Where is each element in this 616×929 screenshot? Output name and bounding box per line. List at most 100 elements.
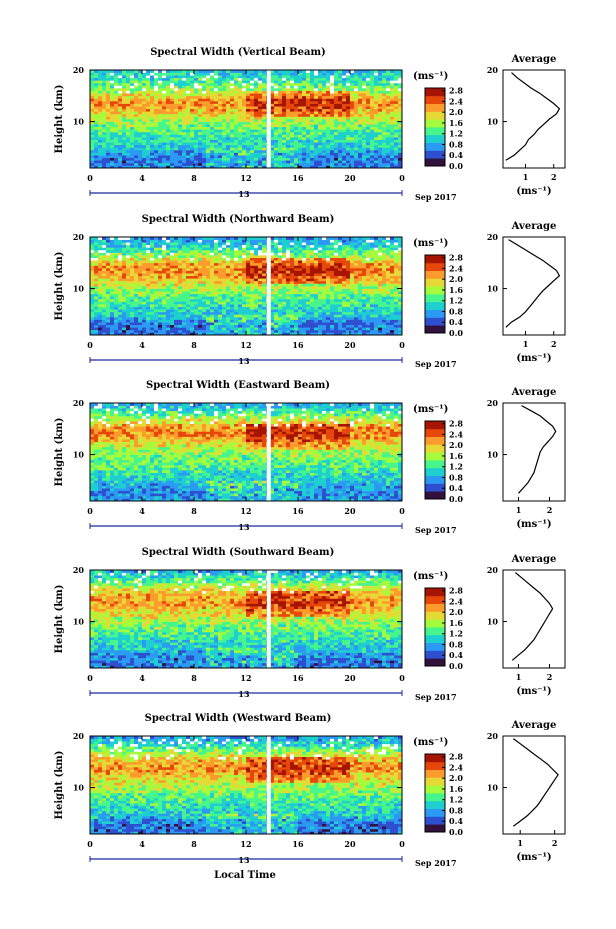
heatmap-cell: [146, 134, 151, 138]
heatmap-cell: [182, 275, 187, 279]
colorbar-step: [425, 158, 445, 162]
heatmap-cell: [314, 113, 319, 117]
heatmap-cell: [166, 137, 171, 140]
heatmap-cell: [346, 100, 351, 104]
heatmap-cell: [258, 275, 263, 279]
heatmap-cell: [90, 293, 95, 297]
heatmap-cell: [390, 116, 395, 120]
heatmap-cell: [182, 98, 187, 102]
panel-title: Spectral Width (Northward Beam): [142, 214, 335, 225]
heatmap-cell: [250, 72, 255, 76]
heatmap-cell: [202, 278, 207, 282]
heatmap-cell: [370, 126, 375, 130]
heatmap-cell: [170, 160, 175, 164]
heatmap-cell: [210, 121, 215, 125]
heatmap-cell: [226, 275, 231, 279]
heatmap-cell: [154, 293, 159, 297]
heatmap-cell: [146, 319, 151, 323]
heatmap-cell: [166, 332, 171, 336]
heatmap-cell: [314, 77, 319, 81]
heatmap-cell: [186, 160, 191, 164]
heatmap-cell: [154, 134, 159, 138]
heatmap-cell: [250, 260, 255, 264]
heatmap-cell: [238, 137, 243, 140]
heatmap-cell: [242, 121, 247, 125]
heatmap-cell: [310, 155, 315, 159]
heatmap-cell: [310, 103, 315, 107]
heatmap-cell: [166, 327, 171, 331]
heatmap-cell: [246, 265, 251, 269]
heatmap-cell: [182, 119, 187, 122]
heatmap-cell: [362, 157, 367, 161]
heatmap-cell: [206, 314, 211, 318]
heatmap-cell: [190, 93, 195, 97]
heatmap-cell: [366, 72, 371, 76]
heatmap-cell: [158, 311, 163, 315]
heatmap-cell: [182, 319, 187, 323]
heatmap-cell: [282, 265, 287, 269]
heatmap-cell: [122, 116, 127, 120]
heatmap-cell: [110, 304, 115, 307]
heatmap-cell: [122, 293, 127, 297]
heatmap-cell: [166, 85, 171, 89]
heatmap-cell: [234, 283, 239, 287]
heatmap-cell: [274, 155, 279, 159]
heatmap-cell: [114, 93, 119, 97]
heatmap-cell: [158, 270, 163, 274]
heatmap-cell: [290, 329, 295, 333]
heatmap-cell: [154, 249, 159, 253]
heatmap-cell: [290, 280, 295, 284]
heatmap-cell: [98, 304, 103, 307]
heatmap-cell: [398, 111, 403, 115]
heatmap-cell: [310, 152, 315, 156]
heatmap-cell: [258, 257, 263, 261]
heatmap-cell: [138, 121, 143, 125]
heatmap-cell: [114, 149, 119, 153]
heatmap-cell: [122, 322, 127, 326]
heatmap-cell: [286, 134, 291, 138]
heatmap-cell: [346, 144, 351, 148]
heatmap-cell: [258, 265, 263, 269]
colorbar-step: [425, 114, 445, 117]
heatmap-cell: [246, 72, 251, 76]
heatmap-cell: [182, 157, 187, 161]
heatmap-cell: [334, 90, 339, 94]
heatmap-cell: [262, 275, 267, 279]
heatmap-cell: [270, 244, 275, 248]
heatmap-cell: [390, 155, 395, 159]
heatmap-cell: [306, 134, 311, 138]
heatmap-cell: [174, 237, 179, 240]
heatmap-cell: [254, 319, 259, 323]
heatmap-cell: [122, 270, 127, 274]
heatmap-cell: [274, 165, 279, 169]
heatmap-cell: [190, 244, 195, 248]
heatmap-cell: [210, 237, 215, 240]
heatmap-cell: [98, 124, 103, 128]
heatmap-cell: [238, 273, 243, 277]
heatmap-cell: [290, 98, 295, 102]
heatmap-cell: [286, 283, 291, 287]
heatmap-cell: [234, 75, 239, 79]
heatmap-cell: [154, 239, 159, 243]
heatmap-cell: [90, 121, 95, 125]
heatmap-cell: [290, 90, 295, 94]
heatmap-cell: [158, 239, 163, 243]
heatmap-cell: [214, 257, 219, 261]
heatmap-cell: [246, 327, 251, 331]
heatmap-cell: [170, 314, 175, 318]
colorbar-step: [425, 121, 445, 125]
heatmap-cell: [246, 329, 251, 333]
heatmap-cell: [302, 90, 307, 94]
heatmap-cell: [334, 131, 339, 135]
heatmap-cell: [242, 332, 247, 336]
heatmap-cell: [378, 93, 383, 97]
heatmap-cell: [258, 296, 263, 300]
heatmap-cell: [214, 252, 219, 256]
heatmap-cell: [370, 93, 375, 97]
heatmap-cell: [382, 95, 387, 99]
heatmap-cell: [198, 316, 203, 320]
heatmap-cell: [186, 316, 191, 320]
heatmap-cell: [154, 247, 159, 251]
heatmap-cell: [122, 311, 127, 315]
heatmap-cell: [190, 80, 195, 84]
